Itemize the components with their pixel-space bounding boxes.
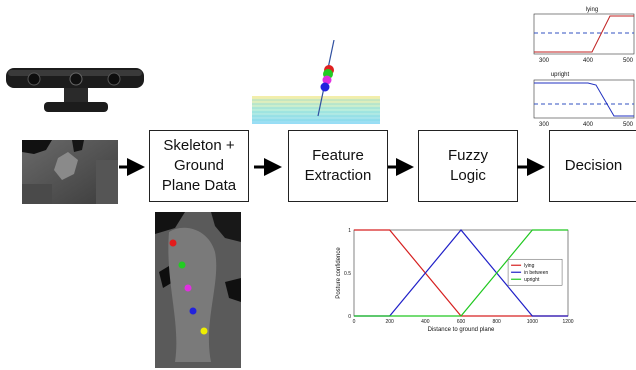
- x-tick-label: 1000: [527, 319, 538, 325]
- x-tick-label: 1200: [562, 319, 573, 325]
- ground-plane-3d: [252, 40, 380, 124]
- x-tick-label: 600: [457, 319, 466, 325]
- fuzzy-logic-box: Fuzzy Logic: [418, 130, 518, 202]
- mini-plot-upright-tick-2: 400: [583, 122, 594, 128]
- y-tick-label: 0: [348, 314, 351, 320]
- x-tick-label: 800: [492, 319, 501, 325]
- x-tick-label: 200: [385, 319, 394, 325]
- mini-plot-lying-title: lying: [586, 7, 598, 13]
- x-tick-label: 400: [421, 319, 430, 325]
- mini-plot-lying-tick-3: 500: [623, 58, 634, 64]
- joint-hip: [189, 307, 197, 315]
- skeleton-joint-4: [320, 82, 330, 92]
- x-tick-label: 0: [353, 319, 356, 325]
- skeleton-depth-image: [155, 212, 241, 368]
- mini-plot-upright-title: upright: [551, 72, 570, 78]
- mini-plots: lying 300 400 500 upright 300 400 500: [533, 7, 635, 128]
- legend-label: lying: [524, 263, 535, 269]
- skeleton-ground-plane-label: Skeleton + Ground Plane Data: [161, 137, 237, 194]
- mini-plot-lying-tick-1: 300: [539, 58, 550, 64]
- feature-extraction-box: Feature Extraction: [288, 130, 388, 202]
- mini-plot-lying-tick-2: 400: [583, 58, 594, 64]
- legend-label: upright: [524, 277, 540, 283]
- feature-extraction-label: Feature Extraction: [304, 147, 372, 184]
- joint-knee: [200, 327, 208, 335]
- mini-plot-upright-tick-1: 300: [539, 122, 550, 128]
- joint-torso: [184, 284, 192, 292]
- series-line-upright: [354, 229, 568, 317]
- decision-box: Decision: [549, 130, 636, 202]
- depth-image: [22, 140, 118, 204]
- y-tick-label: 1: [348, 228, 351, 234]
- mini-plot-upright-tick-3: 500: [623, 122, 634, 128]
- membership-chart: 0 200 400 600 800 1000 1200 0 0.5 1 Distance to g…: [336, 228, 574, 333]
- y-tick-label: 0.5: [344, 271, 351, 277]
- fuzzy-logic-label: Fuzzy Logic: [447, 147, 488, 184]
- y-axis-label: Posture confidence: [336, 247, 342, 299]
- legend-label: in between: [524, 270, 548, 276]
- joint-neck: [178, 261, 186, 269]
- decision-label: Decision: [564, 157, 623, 174]
- skeleton-joint-3: [322, 75, 332, 85]
- kinect-sensor-image: [6, 68, 144, 112]
- x-axis-label: Distance to ground plane: [428, 327, 495, 333]
- skeleton-ground-plane-box: Skeleton + Ground Plane Data: [149, 130, 249, 202]
- joint-head: [169, 239, 177, 247]
